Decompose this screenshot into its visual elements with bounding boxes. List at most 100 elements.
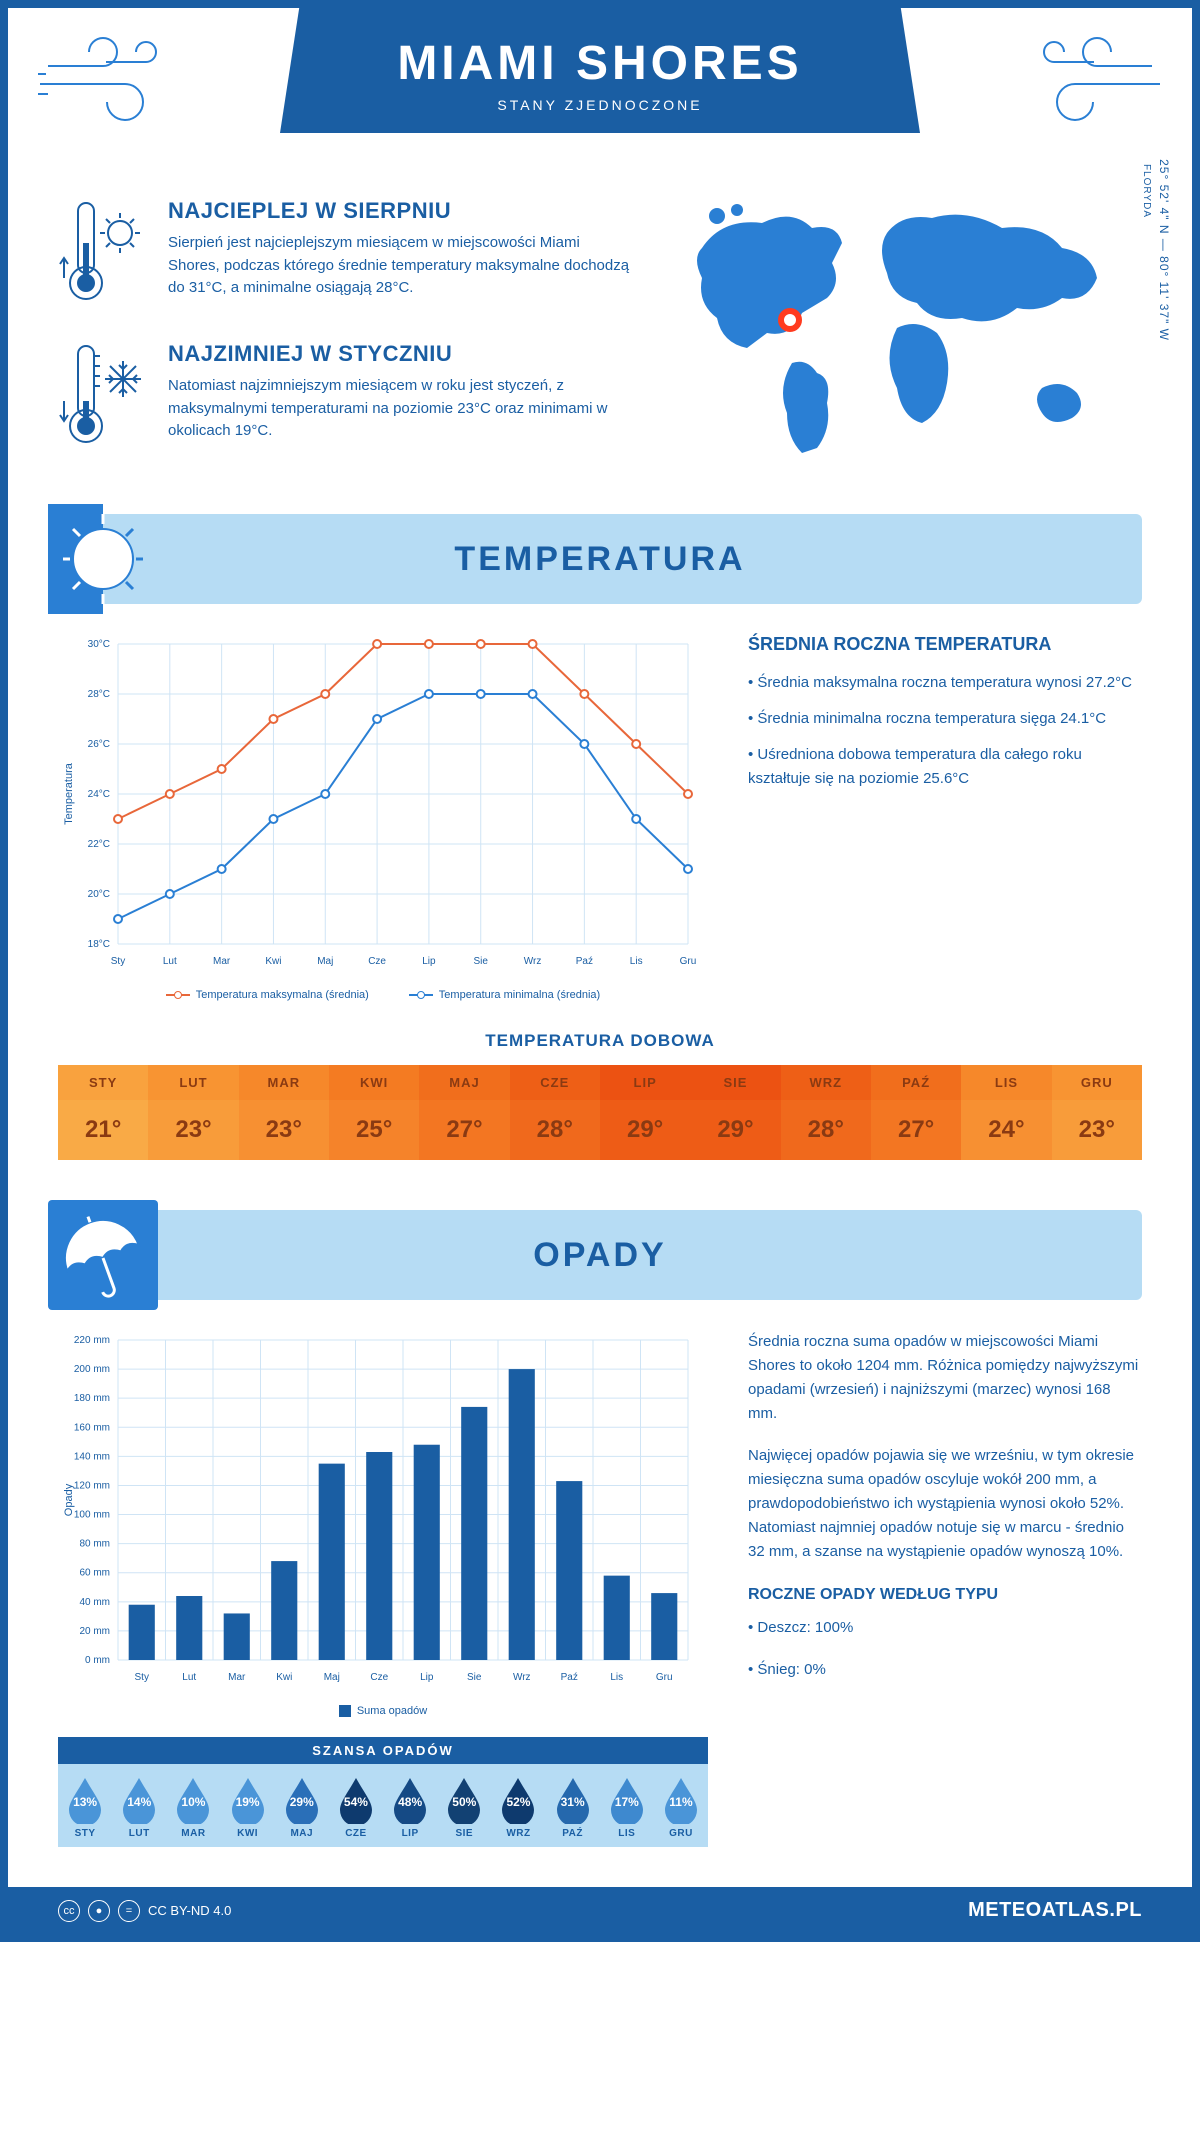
chance-col: 48% LIP xyxy=(383,1776,437,1839)
hottest-text: Sierpień jest najcieplejszym miesiącem w… xyxy=(168,232,632,300)
temp-info-b2: • Średnia minimalna roczna temperatura s… xyxy=(748,707,1142,731)
license: cc ● = CC BY-ND 4.0 xyxy=(58,1900,231,1922)
header: MIAMI SHORES STANY ZJEDNOCZONE xyxy=(8,8,1192,188)
svg-text:60 mm: 60 mm xyxy=(79,1568,110,1579)
svg-text:Paź: Paź xyxy=(561,1672,578,1683)
svg-text:Gru: Gru xyxy=(656,1672,673,1683)
daily-col: STY 21° xyxy=(58,1065,148,1160)
svg-text:28°C: 28°C xyxy=(88,689,110,700)
daily-col: WRZ 28° xyxy=(781,1065,871,1160)
intro-row: NAJCIEPLEJ W SIERPNIU Sierpień jest najc… xyxy=(8,188,1192,514)
precip-type-2: • Śnieg: 0% xyxy=(748,1658,1142,1682)
svg-text:80 mm: 80 mm xyxy=(79,1539,110,1550)
temp-info-title: ŚREDNIA ROCZNA TEMPERATURA xyxy=(748,634,1142,655)
cc-icon: cc xyxy=(58,1900,80,1922)
svg-text:120 mm: 120 mm xyxy=(74,1480,110,1491)
chance-col: 52% WRZ xyxy=(491,1776,545,1839)
svg-text:Lut: Lut xyxy=(163,956,177,967)
svg-text:Sty: Sty xyxy=(135,1672,149,1683)
temperature-chart: 18°C20°C22°C24°C26°C28°C30°CStyLutMarKwi… xyxy=(58,634,708,1001)
temp-info-b3: • Uśredniona dobowa temperatura dla całe… xyxy=(748,743,1142,791)
precip-info: Średnia roczna suma opadów w miejscowośc… xyxy=(748,1330,1142,1717)
map-state: FLORYDA xyxy=(1141,164,1152,218)
svg-text:Wrz: Wrz xyxy=(513,1672,531,1683)
svg-text:Temperatura: Temperatura xyxy=(63,762,75,825)
svg-text:220 mm: 220 mm xyxy=(74,1335,110,1346)
umbrella-icon xyxy=(48,1200,158,1315)
precip-title: OPADY xyxy=(533,1236,666,1275)
svg-text:200 mm: 200 mm xyxy=(74,1364,110,1375)
chance-col: 50% SIE xyxy=(437,1776,491,1839)
svg-text:20 mm: 20 mm xyxy=(79,1626,110,1637)
precip-p2: Najwięcej opadów pojawia się we wrześniu… xyxy=(748,1444,1142,1564)
svg-text:Cze: Cze xyxy=(368,956,386,967)
daily-col: LIP 29° xyxy=(600,1065,690,1160)
svg-text:24°C: 24°C xyxy=(88,789,110,800)
daily-col: KWI 25° xyxy=(329,1065,419,1160)
svg-text:Lis: Lis xyxy=(630,956,643,967)
svg-text:Maj: Maj xyxy=(324,1672,340,1683)
wind-icon-right xyxy=(1032,36,1162,126)
svg-text:Opady: Opady xyxy=(63,1483,75,1516)
precip-type-1: • Deszcz: 100% xyxy=(748,1616,1142,1640)
precip-banner: OPADY xyxy=(58,1210,1142,1300)
coldest-text: Natomiast najzimniejszym miesiącem w rok… xyxy=(168,375,632,443)
license-text: CC BY-ND 4.0 xyxy=(148,1903,231,1918)
chance-col: 19% KWI xyxy=(221,1776,275,1839)
legend-sum: Suma opadów xyxy=(357,1705,427,1717)
svg-text:0 mm: 0 mm xyxy=(85,1655,110,1666)
page-subtitle: STANY ZJEDNOCZONE xyxy=(280,97,920,113)
svg-text:Mar: Mar xyxy=(228,1672,246,1683)
svg-text:160 mm: 160 mm xyxy=(74,1422,110,1433)
nd-icon: = xyxy=(118,1900,140,1922)
chance-col: 31% PAŹ xyxy=(546,1776,600,1839)
svg-text:20°C: 20°C xyxy=(88,889,110,900)
coldest-block: NAJZIMNIEJ W STYCZNIU Natomiast najzimni… xyxy=(58,341,632,456)
legend-max: Temperatura maksymalna (średnia) xyxy=(196,989,369,1001)
sun-icon xyxy=(48,504,158,619)
legend-min: Temperatura minimalna (średnia) xyxy=(439,989,600,1001)
svg-text:Sty: Sty xyxy=(111,956,125,967)
svg-text:100 mm: 100 mm xyxy=(74,1510,110,1521)
thermometer-cold-icon xyxy=(58,341,148,456)
page-title: MIAMI SHORES xyxy=(280,36,920,91)
daily-col: LIS 24° xyxy=(961,1065,1051,1160)
svg-text:Paź: Paź xyxy=(576,956,593,967)
svg-text:Sie: Sie xyxy=(467,1672,482,1683)
svg-text:Lip: Lip xyxy=(422,956,436,967)
chance-col: 10% MAR xyxy=(166,1776,220,1839)
precip-p1: Średnia roczna suma opadów w miejscowośc… xyxy=(748,1330,1142,1426)
svg-text:Wrz: Wrz xyxy=(524,956,542,967)
daily-temp-title: TEMPERATURA DOBOWA xyxy=(8,1031,1192,1051)
chance-col: 17% LIS xyxy=(600,1776,654,1839)
temperature-info: ŚREDNIA ROCZNA TEMPERATURA • Średnia mak… xyxy=(748,634,1142,1001)
thermometer-hot-icon xyxy=(58,198,148,313)
svg-text:180 mm: 180 mm xyxy=(74,1393,110,1404)
temperature-legend: Temperatura maksymalna (średnia) Tempera… xyxy=(58,989,708,1001)
daily-col: PAŹ 27° xyxy=(871,1065,961,1160)
footer: cc ● = CC BY-ND 4.0 METEOATLAS.PL xyxy=(8,1887,1192,1934)
svg-text:Lut: Lut xyxy=(182,1672,196,1683)
svg-text:Cze: Cze xyxy=(370,1672,388,1683)
daily-col: MAR 23° xyxy=(239,1065,329,1160)
svg-text:Kwi: Kwi xyxy=(265,956,281,967)
chance-title: SZANSA OPADÓW xyxy=(58,1737,708,1764)
precip-chart: 0 mm20 mm40 mm60 mm80 mm100 mm120 mm140 … xyxy=(58,1330,708,1717)
by-icon: ● xyxy=(88,1900,110,1922)
hottest-title: NAJCIEPLEJ W SIERPNIU xyxy=(168,198,632,224)
svg-text:Maj: Maj xyxy=(317,956,333,967)
daily-col: MAJ 27° xyxy=(419,1065,509,1160)
wind-icon-left xyxy=(38,36,168,126)
svg-text:Lis: Lis xyxy=(610,1672,623,1683)
svg-text:Mar: Mar xyxy=(213,956,231,967)
chance-col: 13% STY xyxy=(58,1776,112,1839)
coldest-title: NAJZIMNIEJ W STYCZNIU xyxy=(168,341,632,367)
svg-text:26°C: 26°C xyxy=(88,739,110,750)
chance-col: 29% MAJ xyxy=(275,1776,329,1839)
svg-text:Kwi: Kwi xyxy=(276,1672,292,1683)
svg-text:140 mm: 140 mm xyxy=(74,1451,110,1462)
daily-temp-table: STY 21° LUT 23° MAR 23° KWI 25° MAJ 27° … xyxy=(58,1065,1142,1160)
daily-col: CZE 28° xyxy=(510,1065,600,1160)
chance-col: 54% CZE xyxy=(329,1776,383,1839)
temp-info-b1: • Średnia maksymalna roczna temperatura … xyxy=(748,671,1142,695)
